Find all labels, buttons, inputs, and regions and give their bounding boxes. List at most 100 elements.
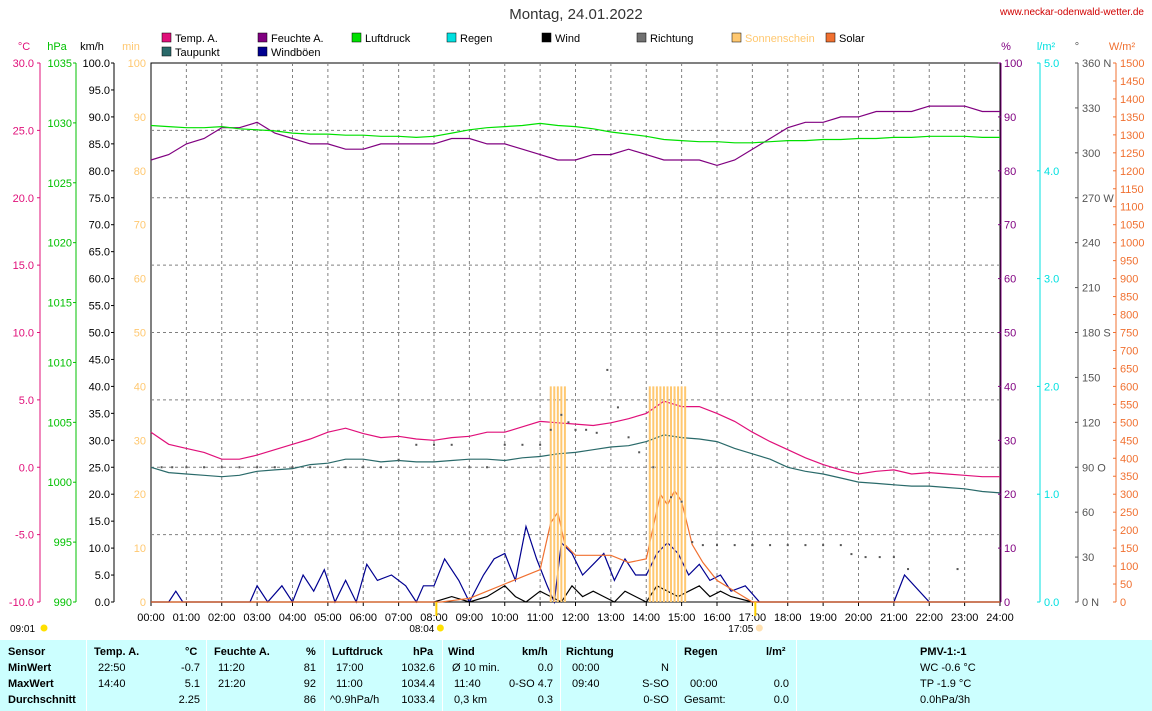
x-tick-label: 16:00 (703, 612, 731, 624)
legend-label: Regen (460, 33, 492, 45)
y-tick-label-wind_kmh: 15.0 (89, 516, 110, 528)
x-tick-label: 12:00 (562, 612, 590, 624)
chart-title: Montag, 24.01.2022 (509, 6, 643, 23)
y-tick-label-solar_wm2: 1250 (1120, 148, 1144, 160)
direction-point (560, 413, 563, 416)
direction-point (379, 466, 382, 469)
series-line-taupunkt (150, 434, 1001, 494)
stats-header-direction: Richtung (566, 646, 614, 658)
direction-point (627, 436, 630, 439)
y-tick-label-solar_wm2: 300 (1120, 489, 1138, 501)
y-tick-label-sun_min: 70 (134, 220, 146, 232)
stats-header-humidity: Feuchte A. (214, 646, 270, 658)
y-tick-label-wind_kmh: 50.0 (89, 328, 110, 340)
y-tick-label-solar_wm2: 1350 (1120, 112, 1144, 124)
stats-direction-avg: 0-SO (643, 694, 669, 706)
y-tick-label-wind_kmh: 55.0 (89, 301, 110, 313)
y-tick-label-direction_deg: 180 S (1082, 328, 1111, 340)
y-tick-label-direction_deg: 210 (1082, 283, 1100, 295)
stats-unit-humidity: % (306, 646, 316, 658)
stats-humidity-min: 81 (303, 662, 316, 674)
stats-rain-total: 0.0 (773, 694, 789, 706)
y-tick-label-humidity_pct: 100 (1004, 58, 1022, 70)
y-tick-label-direction_deg: 60 (1082, 507, 1094, 519)
series-line-wind (151, 584, 1000, 603)
direction-point (616, 406, 619, 409)
y-tick-label-solar_wm2: 550 (1120, 399, 1138, 411)
refresh-time-label: 09:01 (10, 624, 35, 635)
stats-temp-max-time: 14:40 (98, 678, 126, 690)
y-tick-label-temp_c: 25.0 (13, 125, 34, 137)
y-tick-label-direction_deg: 270 W (1082, 193, 1114, 205)
y-tick-label-direction_deg: 90 O (1082, 462, 1106, 474)
stats-rain-max: 0.0 (773, 678, 789, 690)
y-tick-label-rain_lm2: 5.0 (1044, 58, 1059, 70)
x-tick-label: 05:00 (314, 612, 342, 624)
direction-point (892, 556, 895, 559)
direction-point (160, 466, 163, 469)
x-tick-label: 06:00 (349, 612, 377, 624)
legend-swatch (541, 32, 552, 43)
y-tick-label-wind_kmh: 40.0 (89, 381, 110, 393)
y-tick-label-humidity_pct: 40 (1004, 381, 1016, 393)
y-tick-label-solar_wm2: 850 (1120, 292, 1138, 304)
stats-direction-max: S-SO (642, 678, 669, 690)
y-tick-label-solar_wm2: 200 (1120, 525, 1138, 537)
y-tick-label-wind_kmh: 25.0 (89, 462, 110, 474)
stats-unit-temp: °C (185, 646, 198, 658)
direction-point (822, 544, 825, 547)
stats-wind-max-time: 11:40 (454, 678, 481, 690)
stats-pressure-min-time: 17:00 (336, 662, 364, 674)
legend-label: Temp. A. (175, 33, 218, 45)
y-tick-label-humidity_pct: 10 (1004, 543, 1016, 555)
direction-point (691, 541, 694, 544)
y-tick-label-solar_wm2: 800 (1120, 310, 1138, 322)
sun-icon (40, 624, 48, 632)
stats-header-pmv: PMV-1:-1 (920, 646, 967, 658)
stats-row-max: MaxWert (8, 678, 54, 690)
y-tick-label-sun_min: 50 (134, 328, 146, 340)
y-tick-label-temp_c: 5.0 (19, 395, 34, 407)
y-tick-label-solar_wm2: 1050 (1120, 220, 1144, 232)
y-tick-label-wind_kmh: 10.0 (89, 543, 110, 555)
sun-markers: 08:04 17:05 09:01 (10, 602, 763, 635)
stats-header-temp: Temp. A. (94, 646, 140, 658)
y-tick-label-solar_wm2: 750 (1120, 328, 1138, 340)
stats-humidity-min-time: 11:20 (218, 662, 245, 674)
series-line-feuchte-a- (150, 105, 1000, 167)
y-tick-label-humidity_pct: 60 (1004, 274, 1016, 286)
y-tick-label-temp_c: -10.0 (9, 597, 34, 609)
sun-icon (436, 624, 444, 632)
direction-point (751, 544, 754, 547)
stats-temp-min-time: 22:50 (98, 662, 126, 674)
direction-point (839, 544, 842, 547)
stats-header-rain: Regen (684, 646, 718, 658)
direction-point (256, 466, 259, 469)
y-tick-label-solar_wm2: 1500 (1120, 58, 1144, 70)
axis-unit-label: km/h (80, 41, 104, 53)
y-tick-label-sun_min: 100 (128, 58, 146, 70)
x-tick-label: 13:00 (597, 612, 625, 624)
series-layer (150, 105, 1001, 605)
website-link[interactable]: www.neckar-odenwald-wetter.de (1000, 7, 1144, 18)
legend-swatch (446, 32, 457, 43)
stats-unit-rain: l/m² (766, 646, 786, 658)
x-tick-label: 02:00 (208, 612, 236, 624)
legend-swatch (636, 32, 647, 43)
y-tick-label-temp_c: 20.0 (13, 193, 34, 205)
x-tick-label: 21:00 (880, 612, 908, 624)
series-line-solar (151, 489, 1000, 603)
stats-wind-avg: 0.3 (537, 694, 553, 706)
x-tick-label: 07:00 (385, 612, 413, 624)
y-tick-label-sun_min: 80 (134, 166, 146, 178)
y-tick-label-solar_wm2: 1300 (1120, 130, 1144, 142)
legend-label: Richtung (650, 33, 693, 45)
y-tick-label-wind_kmh: 95.0 (89, 85, 110, 97)
y-tick-label-pressure_hpa: 1020 (48, 238, 72, 250)
direction-point (595, 431, 598, 434)
y-tick-label-solar_wm2: 250 (1120, 507, 1138, 519)
y-tick-label-rain_lm2: 2.0 (1044, 381, 1059, 393)
y-tick-label-humidity_pct: 0 (1004, 597, 1010, 609)
x-tick-label: 17:00 (739, 612, 767, 624)
y-tick-label-pressure_hpa: 1000 (48, 477, 72, 489)
